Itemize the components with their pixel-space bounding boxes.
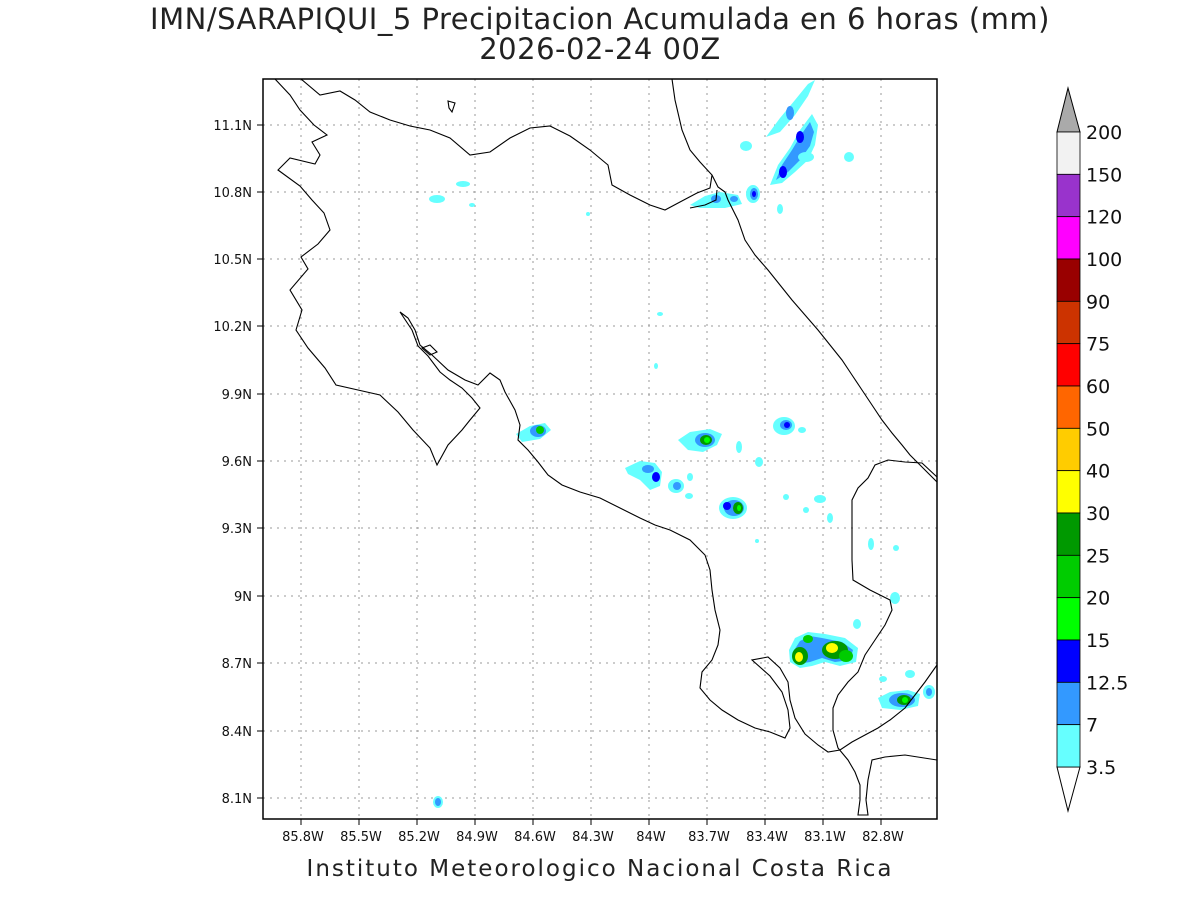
colorbar-swatch: [1056, 554, 1081, 599]
island: [447, 100, 456, 114]
colorbar-swatch: [1056, 724, 1081, 768]
precip-cell: [789, 632, 915, 682]
nicaragua-coast: [274, 79, 937, 753]
precip-cell: [433, 796, 443, 808]
colorbar-labels: 200 150 120 100 90 75 60 50 40 30 25 20 15 12.5 7 3.5: [1086, 122, 1128, 779]
lat-tick-label: 8.7N: [222, 657, 252, 672]
colorbar-swatch: [1056, 343, 1081, 387]
precip-cell: [429, 181, 663, 369]
colorbar-label: 50: [1086, 418, 1110, 440]
lat-tick-label: 9N: [234, 590, 252, 605]
lat-tick-label: 8.1N: [222, 792, 252, 807]
colorbar-label: 150: [1086, 164, 1122, 186]
colorbar-swatch: [1056, 681, 1081, 726]
bay-coast: [689, 189, 718, 209]
colorbar-swatch: [1056, 216, 1081, 260]
colorbar-label: 40: [1086, 461, 1110, 483]
colorbar-label: 60: [1086, 376, 1110, 398]
lon-tick-label: 84.6W: [514, 830, 556, 845]
colorbar-label: 100: [1086, 249, 1122, 271]
island: [420, 344, 438, 356]
colorbar-label: 200: [1086, 122, 1122, 144]
colorbar-swatch: [1056, 597, 1081, 641]
coastlines-borders: [274, 79, 937, 816]
lat-tick-label: 10.5N: [213, 253, 252, 268]
colorbar-swatch: [1056, 427, 1081, 472]
longitude-labels: 85.8W 85.5W 85.2W 84.9W 84.6W 84.3W 84W …: [282, 830, 904, 845]
colorbar-top-arrow: [1056, 86, 1081, 133]
map-valid-time: 2026-02-24 00Z: [479, 32, 721, 66]
precip-cell: [516, 423, 551, 442]
lat-tick-label: 9.6N: [222, 455, 252, 470]
colorbar-label: 90: [1086, 291, 1110, 313]
footer-credit: Instituto Meteorologico Nacional Costa R…: [306, 856, 894, 882]
colorbar-label: 30: [1086, 503, 1110, 525]
panama-border: [832, 459, 937, 816]
lat-tick-label: 9.3N: [222, 522, 252, 537]
colorbar-swatch: [1056, 173, 1081, 218]
precip-cell: [719, 494, 900, 629]
colorbar-swatches: [1056, 131, 1081, 768]
nicaragua-border: [300, 79, 713, 211]
colorbar-label: 25: [1086, 545, 1110, 567]
caribbean-coast: [711, 174, 937, 483]
colorbar: 200 150 120 100 90 75 60 50 40 30 25 20 15 12.5 7 3.5: [1056, 86, 1128, 813]
colorbar-label: 15: [1086, 630, 1110, 652]
map-title: IMN/SARAPIQUI_5 Precipitacion Acumulada …: [150, 2, 1050, 36]
colorbar-swatch: [1056, 512, 1081, 556]
colorbar-label: 12.5: [1086, 672, 1128, 694]
latitude-labels: 11.1N 10.8N 10.5N 10.2N 9.9N 9.6N 9.3N 9…: [213, 119, 252, 807]
lon-tick-label: 83.7W: [688, 830, 730, 845]
colorbar-swatch: [1056, 300, 1081, 345]
colorbar-label: 120: [1086, 207, 1122, 229]
lon-tick-label: 84W: [636, 830, 666, 845]
lat-tick-label: 10.2N: [213, 320, 252, 335]
colorbar-swatch: [1056, 131, 1081, 175]
colorbar-label: 7: [1086, 715, 1098, 737]
lon-tick-label: 84.9W: [456, 830, 498, 845]
colorbar-swatch: [1056, 385, 1081, 429]
plot-area: [263, 79, 937, 819]
colorbar-swatch: [1056, 258, 1081, 302]
lat-tick-label: 10.8N: [213, 186, 252, 201]
plot-border: [262, 78, 938, 820]
axis-ticks: [257, 124, 882, 825]
colorbar-swatch: [1056, 470, 1081, 514]
precip-cell: [625, 461, 693, 499]
lat-tick-label: 11.1N: [213, 119, 252, 134]
precip-cell: [678, 417, 806, 467]
colorbar-label: 75: [1086, 334, 1110, 356]
precip-cell: [878, 685, 935, 710]
lat-tick-label: 9.9N: [222, 388, 252, 403]
lon-tick-label: 83.4W: [746, 830, 788, 845]
lon-tick-label: 85.5W: [340, 830, 382, 845]
lon-tick-label: 85.2W: [398, 830, 440, 845]
precipitation-field: [429, 80, 935, 808]
precip-cell: [740, 80, 854, 185]
lon-tick-label: 84.3W: [572, 830, 614, 845]
lat-tick-label: 8.4N: [222, 725, 252, 740]
colorbar-label: 3.5: [1086, 757, 1116, 779]
colorbar-label: 20: [1086, 588, 1110, 610]
colorbar-swatch: [1056, 639, 1081, 683]
colorbar-bottom-arrow: [1056, 766, 1081, 813]
lon-tick-label: 83.1W: [804, 830, 846, 845]
lon-tick-label: 82.8W: [862, 830, 904, 845]
lon-tick-label: 85.8W: [282, 830, 324, 845]
